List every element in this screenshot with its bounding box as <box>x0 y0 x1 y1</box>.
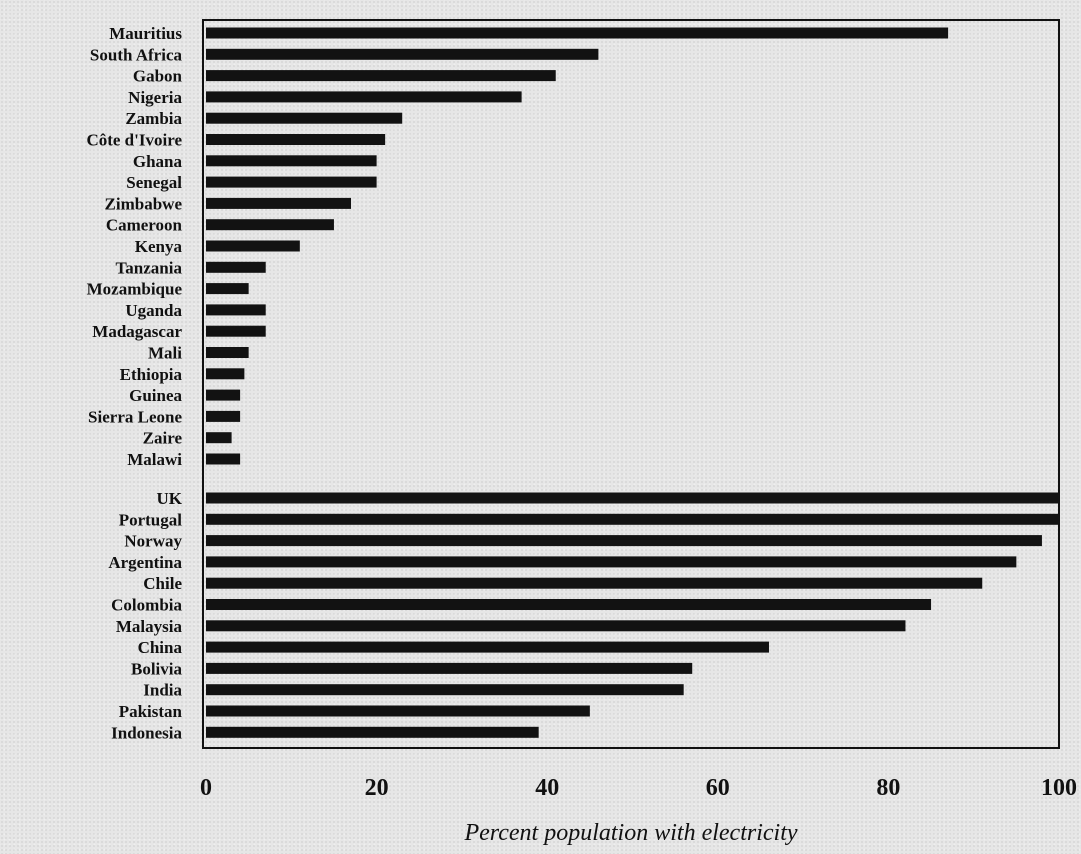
bar <box>206 577 983 589</box>
x-tick-label: 100 <box>1041 775 1077 801</box>
category-label: Mozambique <box>87 280 183 299</box>
x-tick-label: 40 <box>535 775 559 801</box>
category-label: Zimbabwe <box>105 194 183 213</box>
category-label: Uganda <box>125 301 182 320</box>
category-label: Gabon <box>133 67 183 86</box>
x-axis-ticks: 0 20 40 60 80 100 <box>200 775 1077 801</box>
category-label: Ghana <box>133 152 183 171</box>
bar <box>206 641 769 653</box>
category-label: Bolivia <box>131 659 183 678</box>
bar <box>206 134 386 145</box>
category-label: Kenya <box>135 237 183 256</box>
bar <box>206 27 949 39</box>
category-label: Nigeria <box>128 88 182 107</box>
x-tick-label: 60 <box>706 775 730 801</box>
category-labels: Mauritius South Africa Gabon Nigeria Zambia C… <box>86 24 182 742</box>
bar <box>206 620 906 632</box>
category-label: Zambia <box>125 109 182 128</box>
bar <box>206 176 377 188</box>
x-tick-label: 0 <box>200 775 212 801</box>
category-label: India <box>143 681 182 700</box>
category-label: Guinea <box>129 386 182 405</box>
category-label: Norway <box>124 532 182 551</box>
bar <box>206 155 377 167</box>
bar <box>206 197 352 209</box>
category-label: China <box>138 638 183 657</box>
x-axis-title: Percent population with electricity <box>463 820 797 846</box>
category-label: Sierra Leone <box>88 407 182 426</box>
category-label: UK <box>157 489 183 508</box>
category-label: Mali <box>148 344 182 363</box>
category-label: Mauritius <box>109 24 182 43</box>
category-label: Cameroon <box>106 216 183 235</box>
category-label: Indonesia <box>111 723 182 742</box>
bar <box>206 556 1017 568</box>
category-label: Tanzania <box>116 258 183 277</box>
bar <box>206 304 266 316</box>
category-label: South Africa <box>90 45 183 64</box>
bar <box>206 91 522 103</box>
bar <box>206 283 249 295</box>
category-label: Côte d'Ivoire <box>86 131 182 150</box>
bar <box>206 368 245 380</box>
bar <box>206 705 590 717</box>
bar <box>206 48 599 60</box>
x-tick-label: 80 <box>876 775 900 801</box>
category-label: Malaysia <box>116 617 183 636</box>
bar <box>206 70 556 82</box>
category-label: Argentina <box>108 553 182 572</box>
category-label: Pakistan <box>119 702 183 721</box>
category-label: Colombia <box>111 596 182 615</box>
category-label: Portugal <box>119 510 183 529</box>
bar <box>206 492 1059 504</box>
bar <box>206 726 539 738</box>
bar <box>206 453 241 465</box>
bar <box>206 684 684 696</box>
plot-frame <box>202 19 1060 749</box>
category-label: Ethiopia <box>120 365 183 384</box>
bar <box>206 240 300 252</box>
bar <box>206 535 1042 547</box>
category-label: Zaire <box>143 429 183 448</box>
bar <box>206 325 266 337</box>
bar <box>206 261 266 273</box>
category-label: Malawi <box>127 450 182 469</box>
bar <box>206 599 932 610</box>
bar <box>206 347 249 358</box>
category-label: Madagascar <box>92 322 182 341</box>
category-label: Senegal <box>126 173 182 192</box>
bar <box>206 410 241 422</box>
bar <box>206 389 241 401</box>
bar <box>206 432 232 444</box>
bar <box>206 662 693 674</box>
bar <box>206 513 1059 525</box>
bars-layer <box>206 27 1059 738</box>
bar <box>206 219 334 231</box>
x-tick-label: 20 <box>365 775 389 801</box>
bar <box>206 112 403 124</box>
category-label: Chile <box>143 574 182 593</box>
